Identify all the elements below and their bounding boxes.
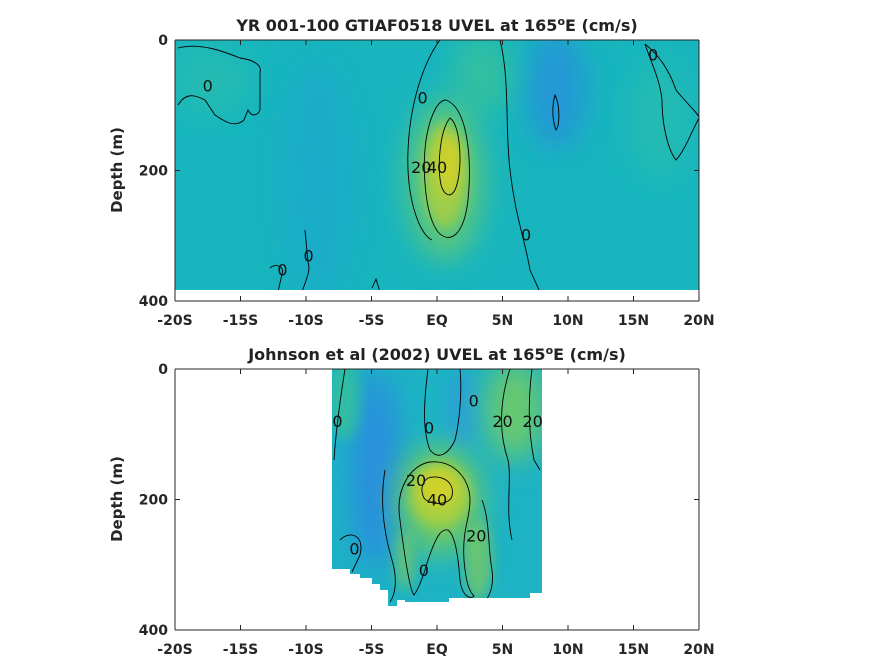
x-tick-label: -20S xyxy=(157,642,192,656)
westward-band-north xyxy=(526,40,586,150)
x-tick-label: 20N xyxy=(683,642,714,656)
x-tick-label: -15S xyxy=(223,313,258,329)
contour-label: 0 xyxy=(349,539,359,558)
velocity-field-top xyxy=(175,40,699,290)
contour-label: 0 xyxy=(419,561,429,580)
undercurrent-core xyxy=(436,135,460,195)
contour-label: 20 xyxy=(406,471,426,490)
contour-twenty-core xyxy=(398,461,475,598)
x-tick-label: 10N xyxy=(552,313,583,329)
y-tick-label: 400 xyxy=(139,623,168,639)
undercurrent-core xyxy=(420,470,456,506)
contour-zero-deep-east xyxy=(481,499,493,601)
x-tick-label: -10S xyxy=(288,313,323,329)
y-tick-label: 0 xyxy=(158,33,168,49)
x-tick-label: EQ xyxy=(426,313,448,329)
contour-zero-equator-east xyxy=(499,40,540,290)
x-tick-label: -20S xyxy=(157,313,192,329)
panel-bottom-title: Johnson et al (2002) UVEL at 165oE (cm/s… xyxy=(247,344,626,364)
contour-zero-deep-2 xyxy=(269,265,283,290)
panel-top-title: YR 001-100 GTIAF0518 UVEL at 165oE (cm/s… xyxy=(235,15,637,35)
contour-label: 0 xyxy=(332,412,342,431)
x-tick-label: 20N xyxy=(683,313,714,329)
panel-top: YR 001-100 GTIAF0518 UVEL at 165oE (cm/s… xyxy=(108,15,715,329)
y-tick-label: 400 xyxy=(139,294,168,310)
contours-bottom xyxy=(333,369,541,603)
contour-zero-south xyxy=(177,45,261,125)
contour-label: 20 xyxy=(466,526,486,545)
contour-label: 20 xyxy=(492,412,512,431)
contour-zero-north-small xyxy=(552,93,560,131)
contour-twenty-north-b xyxy=(528,369,541,471)
eastward-north-band xyxy=(630,60,690,180)
westward-band-south xyxy=(278,60,358,290)
eastward-south-surface xyxy=(175,45,250,115)
x-tick-label: EQ xyxy=(426,642,448,656)
velocity-field-bottom xyxy=(332,369,542,606)
contour-twenty-north-a xyxy=(501,369,513,541)
y-tick-label: 0 xyxy=(158,362,168,378)
contour-label: 0 xyxy=(424,419,434,438)
y-axis-label-top: Depth (m) xyxy=(108,127,126,213)
x-axis-bottom: -20S -15S -10S -5S EQ 5N 10N 15N 20N xyxy=(157,369,715,656)
x-tick-label: 15N xyxy=(618,313,649,329)
x-tick-label: -15S xyxy=(223,642,258,656)
contour-label: 0 xyxy=(277,261,287,280)
contour-forty xyxy=(438,117,461,196)
contour-zero-deep-west xyxy=(382,469,396,603)
x-tick-label: 15N xyxy=(618,642,649,656)
contour-label: 20 xyxy=(411,158,431,177)
contour-label: 20 xyxy=(522,412,542,431)
contour-zero-equator-west xyxy=(407,40,441,241)
x-tick-label: -5S xyxy=(359,642,385,656)
x-tick-label: 5N xyxy=(492,313,513,329)
contours-top xyxy=(177,40,699,290)
contour-label: 0 xyxy=(648,45,658,64)
contour-label: 0 xyxy=(521,225,531,244)
y-tick-label: 200 xyxy=(139,493,168,509)
x-tick-label: 10N xyxy=(552,642,583,656)
panel-bottom: Johnson et al (2002) UVEL at 165oE (cm/s… xyxy=(108,344,715,656)
contour-twenty xyxy=(423,99,470,238)
x-axis-top: -20S -15S -10S -5S EQ 5N 10N 15N 20N xyxy=(157,40,715,329)
deep-east-lobe xyxy=(464,520,492,600)
eastward-north xyxy=(485,369,542,460)
contour-zero-deep-3 xyxy=(371,277,380,290)
contour-zero-south xyxy=(333,369,346,461)
deep-west-lobe xyxy=(395,530,415,590)
contour-zero-deep-1 xyxy=(302,229,310,290)
x-tick-label: -5S xyxy=(359,313,385,329)
contour-label: 0 xyxy=(304,246,314,265)
westward-band-south xyxy=(350,370,400,570)
contour-zero-equator xyxy=(424,369,462,456)
westward-surface xyxy=(444,370,480,450)
contour-label: 40 xyxy=(427,491,447,510)
contour-zero-north-east xyxy=(644,43,699,161)
contour-forty xyxy=(421,476,453,504)
contour-zero-lower-south xyxy=(339,534,362,573)
x-tick-label: 5N xyxy=(492,642,513,656)
eastward-surface-north xyxy=(452,40,512,115)
contour-label: 0 xyxy=(203,77,213,96)
contour-label: 40 xyxy=(427,158,447,177)
x-tick-label: -10S xyxy=(288,642,323,656)
contour-label: 0 xyxy=(417,88,427,107)
contour-label: 0 xyxy=(469,391,479,410)
y-axis-label-bottom: Depth (m) xyxy=(108,456,126,542)
y-tick-label: 200 xyxy=(139,164,168,180)
